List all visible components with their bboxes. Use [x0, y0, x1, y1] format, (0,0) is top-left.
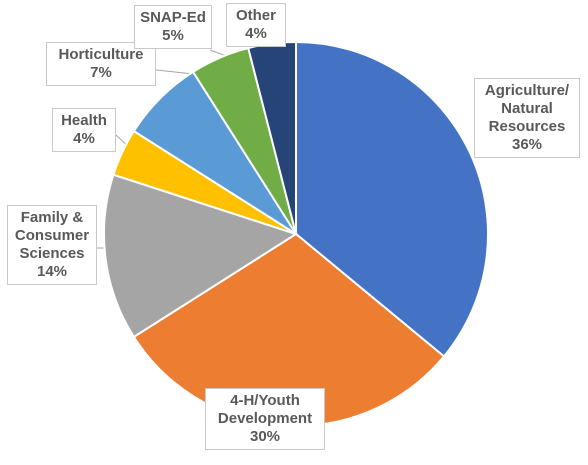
pie-slices [103, 40, 489, 428]
data-label-horticulture: Horticulture 7% [46, 42, 156, 86]
data-label-family-consumer: Family & Consumer Sciences 14% [7, 205, 97, 285]
data-label-other: Other 4% [226, 3, 286, 47]
data-label-youth-development: 4-H/Youth Development 30% [205, 388, 325, 450]
data-label-health: Health 4% [52, 108, 116, 152]
pie-slice-agriculture [295, 40, 489, 358]
pie-slice-family-consumer [103, 173, 299, 339]
data-label-agriculture: Agriculture/ Natural Resources 36% [474, 78, 580, 158]
data-label-snap-ed: SNAP-Ed 5% [134, 5, 212, 49]
